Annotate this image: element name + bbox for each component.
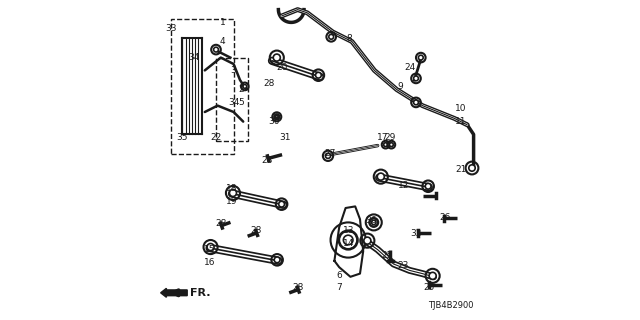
Circle shape [429,272,436,279]
Circle shape [370,219,378,227]
Text: 1: 1 [220,18,225,27]
Circle shape [326,153,331,158]
Text: 6: 6 [337,271,342,280]
Text: 14: 14 [343,239,355,248]
Text: 29: 29 [385,133,396,142]
Text: 17: 17 [377,133,388,142]
Text: 13: 13 [343,226,355,235]
Circle shape [207,244,214,251]
Text: 4: 4 [220,37,225,46]
Text: 21: 21 [455,165,467,174]
Circle shape [343,235,353,245]
Circle shape [214,47,218,52]
Text: 3: 3 [231,66,236,75]
Circle shape [425,183,431,189]
Text: 28: 28 [263,79,275,88]
Text: 28: 28 [292,284,303,292]
Text: 27: 27 [324,149,335,158]
Text: 8: 8 [346,34,351,43]
Circle shape [316,72,321,78]
Bar [172,19,234,154]
Text: 12: 12 [397,181,409,190]
Circle shape [329,35,333,39]
Bar [216,58,248,141]
Circle shape [279,201,285,207]
Text: 7: 7 [337,284,342,292]
Text: 32: 32 [410,229,422,238]
FancyArrow shape [161,288,187,297]
Text: 28: 28 [262,156,273,164]
Text: 9: 9 [397,82,403,91]
Circle shape [339,231,357,249]
Circle shape [364,237,371,244]
Circle shape [273,54,280,61]
Circle shape [230,189,237,196]
Text: 31: 31 [279,133,291,142]
Text: 11: 11 [455,117,467,126]
Text: 15: 15 [204,245,215,254]
Text: 34: 34 [228,98,239,107]
Text: 25: 25 [381,252,393,260]
Circle shape [275,115,279,119]
Text: 23: 23 [397,261,409,270]
Text: 28: 28 [215,220,227,228]
Text: 25: 25 [423,284,435,292]
Circle shape [389,143,393,147]
Circle shape [384,143,388,147]
Text: 34: 34 [188,53,199,62]
Text: 18: 18 [227,184,237,193]
Text: 10: 10 [455,104,467,113]
Text: 26: 26 [439,213,451,222]
Text: 5: 5 [239,98,244,107]
Text: TJB4B2900: TJB4B2900 [428,301,474,310]
Text: 33: 33 [166,24,177,33]
Text: 16: 16 [204,258,215,267]
Text: 30: 30 [268,117,279,126]
Text: 20: 20 [276,63,287,72]
Circle shape [419,55,423,60]
Circle shape [378,173,384,180]
Circle shape [371,220,376,225]
Text: 2: 2 [239,85,244,94]
Text: 28: 28 [250,226,262,235]
Text: FR.: FR. [191,288,211,298]
Polygon shape [334,206,364,277]
Circle shape [413,100,419,105]
Text: 35: 35 [177,133,188,142]
Circle shape [468,165,476,171]
Text: 24: 24 [404,63,415,72]
Text: 22: 22 [211,133,221,142]
Circle shape [413,76,419,81]
Circle shape [275,257,280,263]
Circle shape [243,84,247,88]
Text: 19: 19 [227,197,237,206]
Circle shape [275,116,278,118]
Text: 36: 36 [365,216,377,225]
Circle shape [343,235,353,245]
